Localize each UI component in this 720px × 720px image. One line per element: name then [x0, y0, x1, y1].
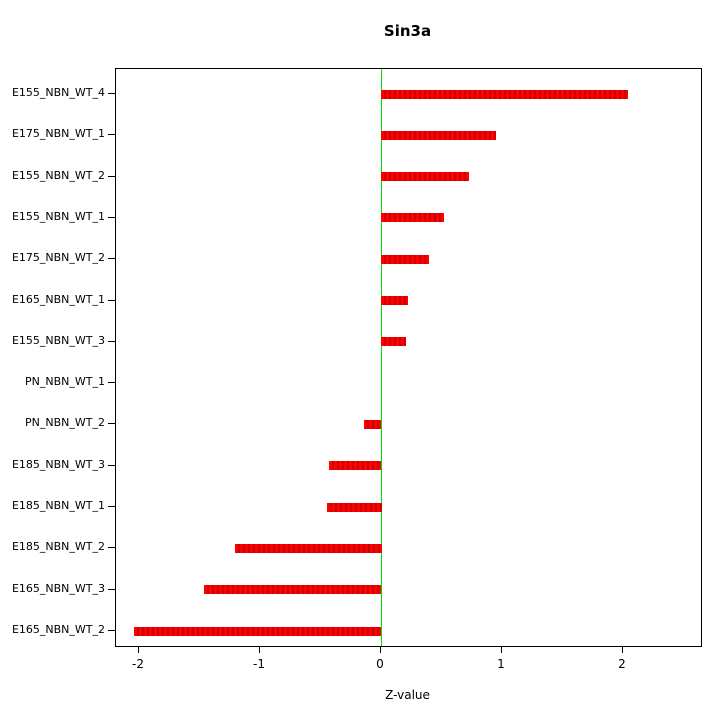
y-axis-tick — [108, 465, 115, 466]
y-tick-label: PN_NBN_WT_2 — [25, 416, 105, 429]
y-axis-tick — [108, 630, 115, 631]
bar — [381, 172, 469, 181]
bar — [235, 544, 382, 553]
y-axis-tick — [108, 423, 115, 424]
y-tick-label: E185_NBN_WT_1 — [11, 499, 105, 512]
bar — [364, 420, 381, 429]
y-axis-tick — [108, 217, 115, 218]
plot-area — [115, 68, 702, 647]
bar — [327, 503, 382, 512]
y-axis-tick — [108, 176, 115, 177]
chart-title: Sin3a — [383, 22, 432, 40]
x-tick-label: 2 — [618, 657, 626, 671]
x-axis-tick — [259, 646, 260, 653]
y-tick-label: E165_NBN_WT_2 — [11, 623, 105, 636]
x-tick-label: -1 — [253, 657, 265, 671]
y-tick-label: E185_NBN_WT_2 — [11, 540, 105, 553]
bar — [381, 255, 429, 264]
bar — [381, 337, 406, 346]
y-axis-tick — [108, 258, 115, 259]
bar — [381, 90, 628, 99]
y-tick-label: E185_NBN_WT_3 — [11, 458, 105, 471]
y-axis-tick — [108, 547, 115, 548]
bar — [381, 131, 496, 140]
y-tick-label: E155_NBN_WT_3 — [11, 334, 105, 347]
zero-line — [381, 69, 382, 646]
y-axis-tick — [108, 134, 115, 135]
y-axis-tick — [108, 341, 115, 342]
x-tick-label: 0 — [376, 657, 384, 671]
x-tick-label: -2 — [132, 657, 144, 671]
x-axis-tick — [622, 646, 623, 653]
y-tick-label: E155_NBN_WT_4 — [11, 86, 105, 99]
y-tick-label: E165_NBN_WT_1 — [11, 293, 105, 306]
bar — [329, 461, 381, 470]
bar — [204, 585, 381, 594]
x-tick-label: 1 — [497, 657, 505, 671]
y-axis-tick — [108, 382, 115, 383]
y-tick-label: PN_NBN_WT_1 — [25, 375, 105, 388]
y-tick-label: E155_NBN_WT_1 — [11, 210, 105, 223]
bar — [381, 296, 408, 305]
y-tick-label: E165_NBN_WT_3 — [11, 582, 105, 595]
y-axis-tick — [108, 506, 115, 507]
y-tick-label: E175_NBN_WT_1 — [11, 127, 105, 140]
x-axis-tick — [380, 646, 381, 653]
x-axis-tick — [138, 646, 139, 653]
y-axis-tick — [108, 589, 115, 590]
y-axis-tick — [108, 93, 115, 94]
y-tick-label: E175_NBN_WT_2 — [11, 251, 105, 264]
bar — [381, 213, 444, 222]
y-axis-tick — [108, 300, 115, 301]
x-axis-tick — [501, 646, 502, 653]
x-axis-label: Z-value — [385, 688, 430, 702]
bar — [134, 627, 381, 636]
y-tick-label: E155_NBN_WT_2 — [11, 169, 105, 182]
